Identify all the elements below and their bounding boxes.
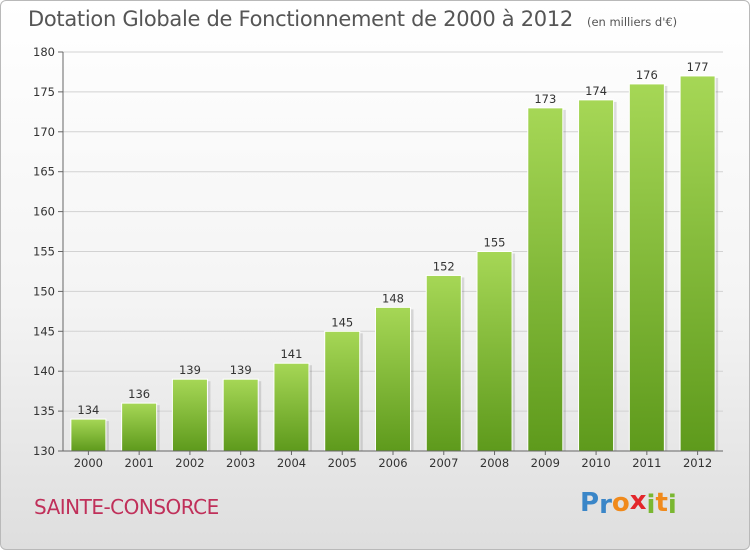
logo-letter: o [611, 488, 630, 518]
y-tick-label: 170 [33, 125, 55, 139]
axes [58, 51, 723, 455]
bar-value-label: 141 [280, 347, 302, 361]
x-tick-label: 2004 [277, 456, 306, 470]
bar-value-label: 174 [585, 84, 607, 98]
chart-title-block: Dotation Globale de Fonctionnement de 20… [28, 7, 677, 31]
proxiti-logo: Proxiti [580, 486, 677, 520]
bar [476, 251, 513, 452]
bar-value-label: 139 [230, 363, 252, 377]
x-tick-label: 2009 [531, 456, 560, 470]
chart-title: Dotation Globale de Fonctionnement de 20… [28, 7, 573, 31]
x-tick-label: 2001 [125, 456, 154, 470]
logo-letter: t [655, 488, 668, 518]
bar-value-label: 136 [128, 387, 150, 401]
bar [374, 306, 412, 452]
bar [425, 274, 462, 452]
bar-value-label: 173 [534, 92, 556, 106]
bar-value-label: 152 [433, 259, 455, 273]
y-tick-label: 160 [33, 205, 55, 219]
y-tick-label: 130 [33, 444, 55, 458]
x-tick-label: 2012 [683, 456, 712, 470]
x-tick-label: 2008 [480, 456, 509, 470]
bar-value-label: 155 [484, 236, 506, 250]
y-tick-label: 165 [33, 165, 55, 179]
y-tick-label: 155 [33, 245, 55, 259]
x-tick-label: 2005 [328, 456, 357, 470]
y-tick-label: 180 [33, 45, 55, 59]
logo-letter: r [599, 490, 612, 520]
bar-value-label: 139 [179, 363, 201, 377]
bar [121, 402, 158, 452]
bar-value-label: 176 [636, 68, 658, 82]
x-tick-label: 2000 [74, 456, 103, 470]
bar-value-label: 148 [382, 291, 404, 305]
bar-value-label: 177 [687, 60, 709, 74]
x-tick-label: 2010 [581, 456, 610, 470]
bar [324, 330, 361, 452]
x-tick-label: 2006 [378, 456, 407, 470]
x-tick-label: 2003 [226, 456, 255, 470]
y-tick-label: 145 [33, 324, 55, 338]
logo-letter: i [667, 490, 677, 520]
labels: 130 135 140 145 150 155 160 165 170 175 180 134 2000… [33, 45, 712, 470]
bar [578, 99, 615, 452]
bar [679, 75, 716, 452]
logo-letter: x [629, 486, 647, 516]
bar [222, 378, 259, 452]
logo-letter: i [646, 490, 656, 520]
chart-unit-label: (en milliers d'€) [586, 15, 678, 29]
logo-letter: P [580, 488, 600, 518]
bar [171, 378, 208, 452]
y-tick-label: 175 [33, 85, 55, 99]
commune-name: SAINTE-CONSORCE [34, 495, 219, 519]
bar [70, 418, 107, 452]
bar-value-label: 145 [331, 315, 353, 329]
x-tick-label: 2011 [632, 456, 661, 470]
y-tick-label: 140 [33, 364, 55, 378]
x-tick-label: 2002 [175, 456, 204, 470]
bars [70, 75, 719, 452]
y-tick-label: 135 [33, 404, 55, 418]
bar-value-label: 134 [77, 403, 99, 417]
y-tick-label: 150 [33, 284, 55, 298]
bar [628, 83, 665, 452]
bar [273, 362, 310, 452]
x-tick-label: 2007 [429, 456, 458, 470]
bar [527, 107, 564, 452]
